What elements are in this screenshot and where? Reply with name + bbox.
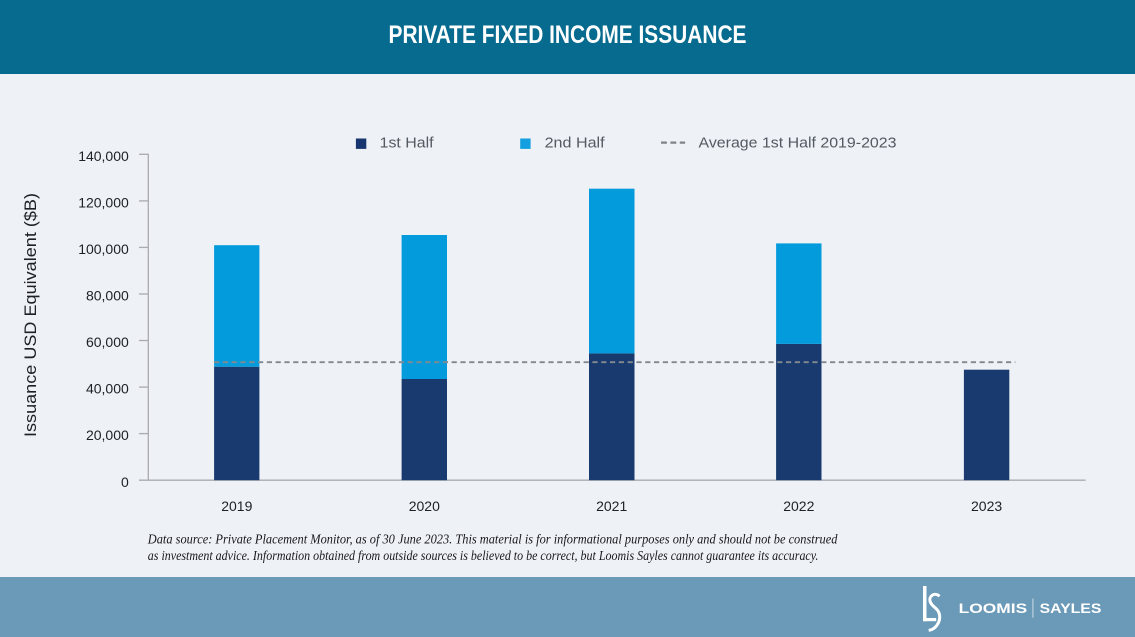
svg-text:100,000: 100,000 — [78, 241, 129, 257]
svg-text:2023: 2023 — [971, 498, 1002, 514]
svg-text:120,000: 120,000 — [78, 195, 129, 211]
svg-text:as investment advice. Informat: as investment advice. Information obtain… — [148, 549, 819, 564]
svg-text:Issuance USD Equivalent ($B): Issuance USD Equivalent ($B) — [22, 193, 40, 437]
svg-text:2020: 2020 — [409, 498, 440, 514]
svg-text:2019: 2019 — [221, 498, 252, 514]
svg-text:40,000: 40,000 — [86, 381, 129, 397]
svg-text:Average 1st Half 2019-2023: Average 1st Half 2019-2023 — [699, 135, 897, 152]
svg-text:20,000: 20,000 — [86, 427, 129, 443]
svg-text:1st Half: 1st Half — [380, 135, 435, 152]
svg-text:80,000: 80,000 — [86, 288, 129, 304]
svg-text:SAYLES: SAYLES — [1040, 600, 1102, 616]
svg-text:0: 0 — [121, 474, 129, 490]
svg-text:2022: 2022 — [783, 498, 814, 514]
svg-text:2nd Half: 2nd Half — [545, 135, 606, 152]
svg-text:Data source: Private Placement: Data source: Private Placement Monitor, … — [147, 533, 838, 548]
svg-text:LOOMIS: LOOMIS — [959, 600, 1027, 616]
svg-text:60,000: 60,000 — [86, 334, 129, 350]
svg-text:140,000: 140,000 — [78, 148, 129, 164]
svg-text:PRIVATE FIXED INCOME ISSUANCE: PRIVATE FIXED INCOME ISSUANCE — [389, 21, 747, 49]
svg-text:2021: 2021 — [596, 498, 627, 514]
